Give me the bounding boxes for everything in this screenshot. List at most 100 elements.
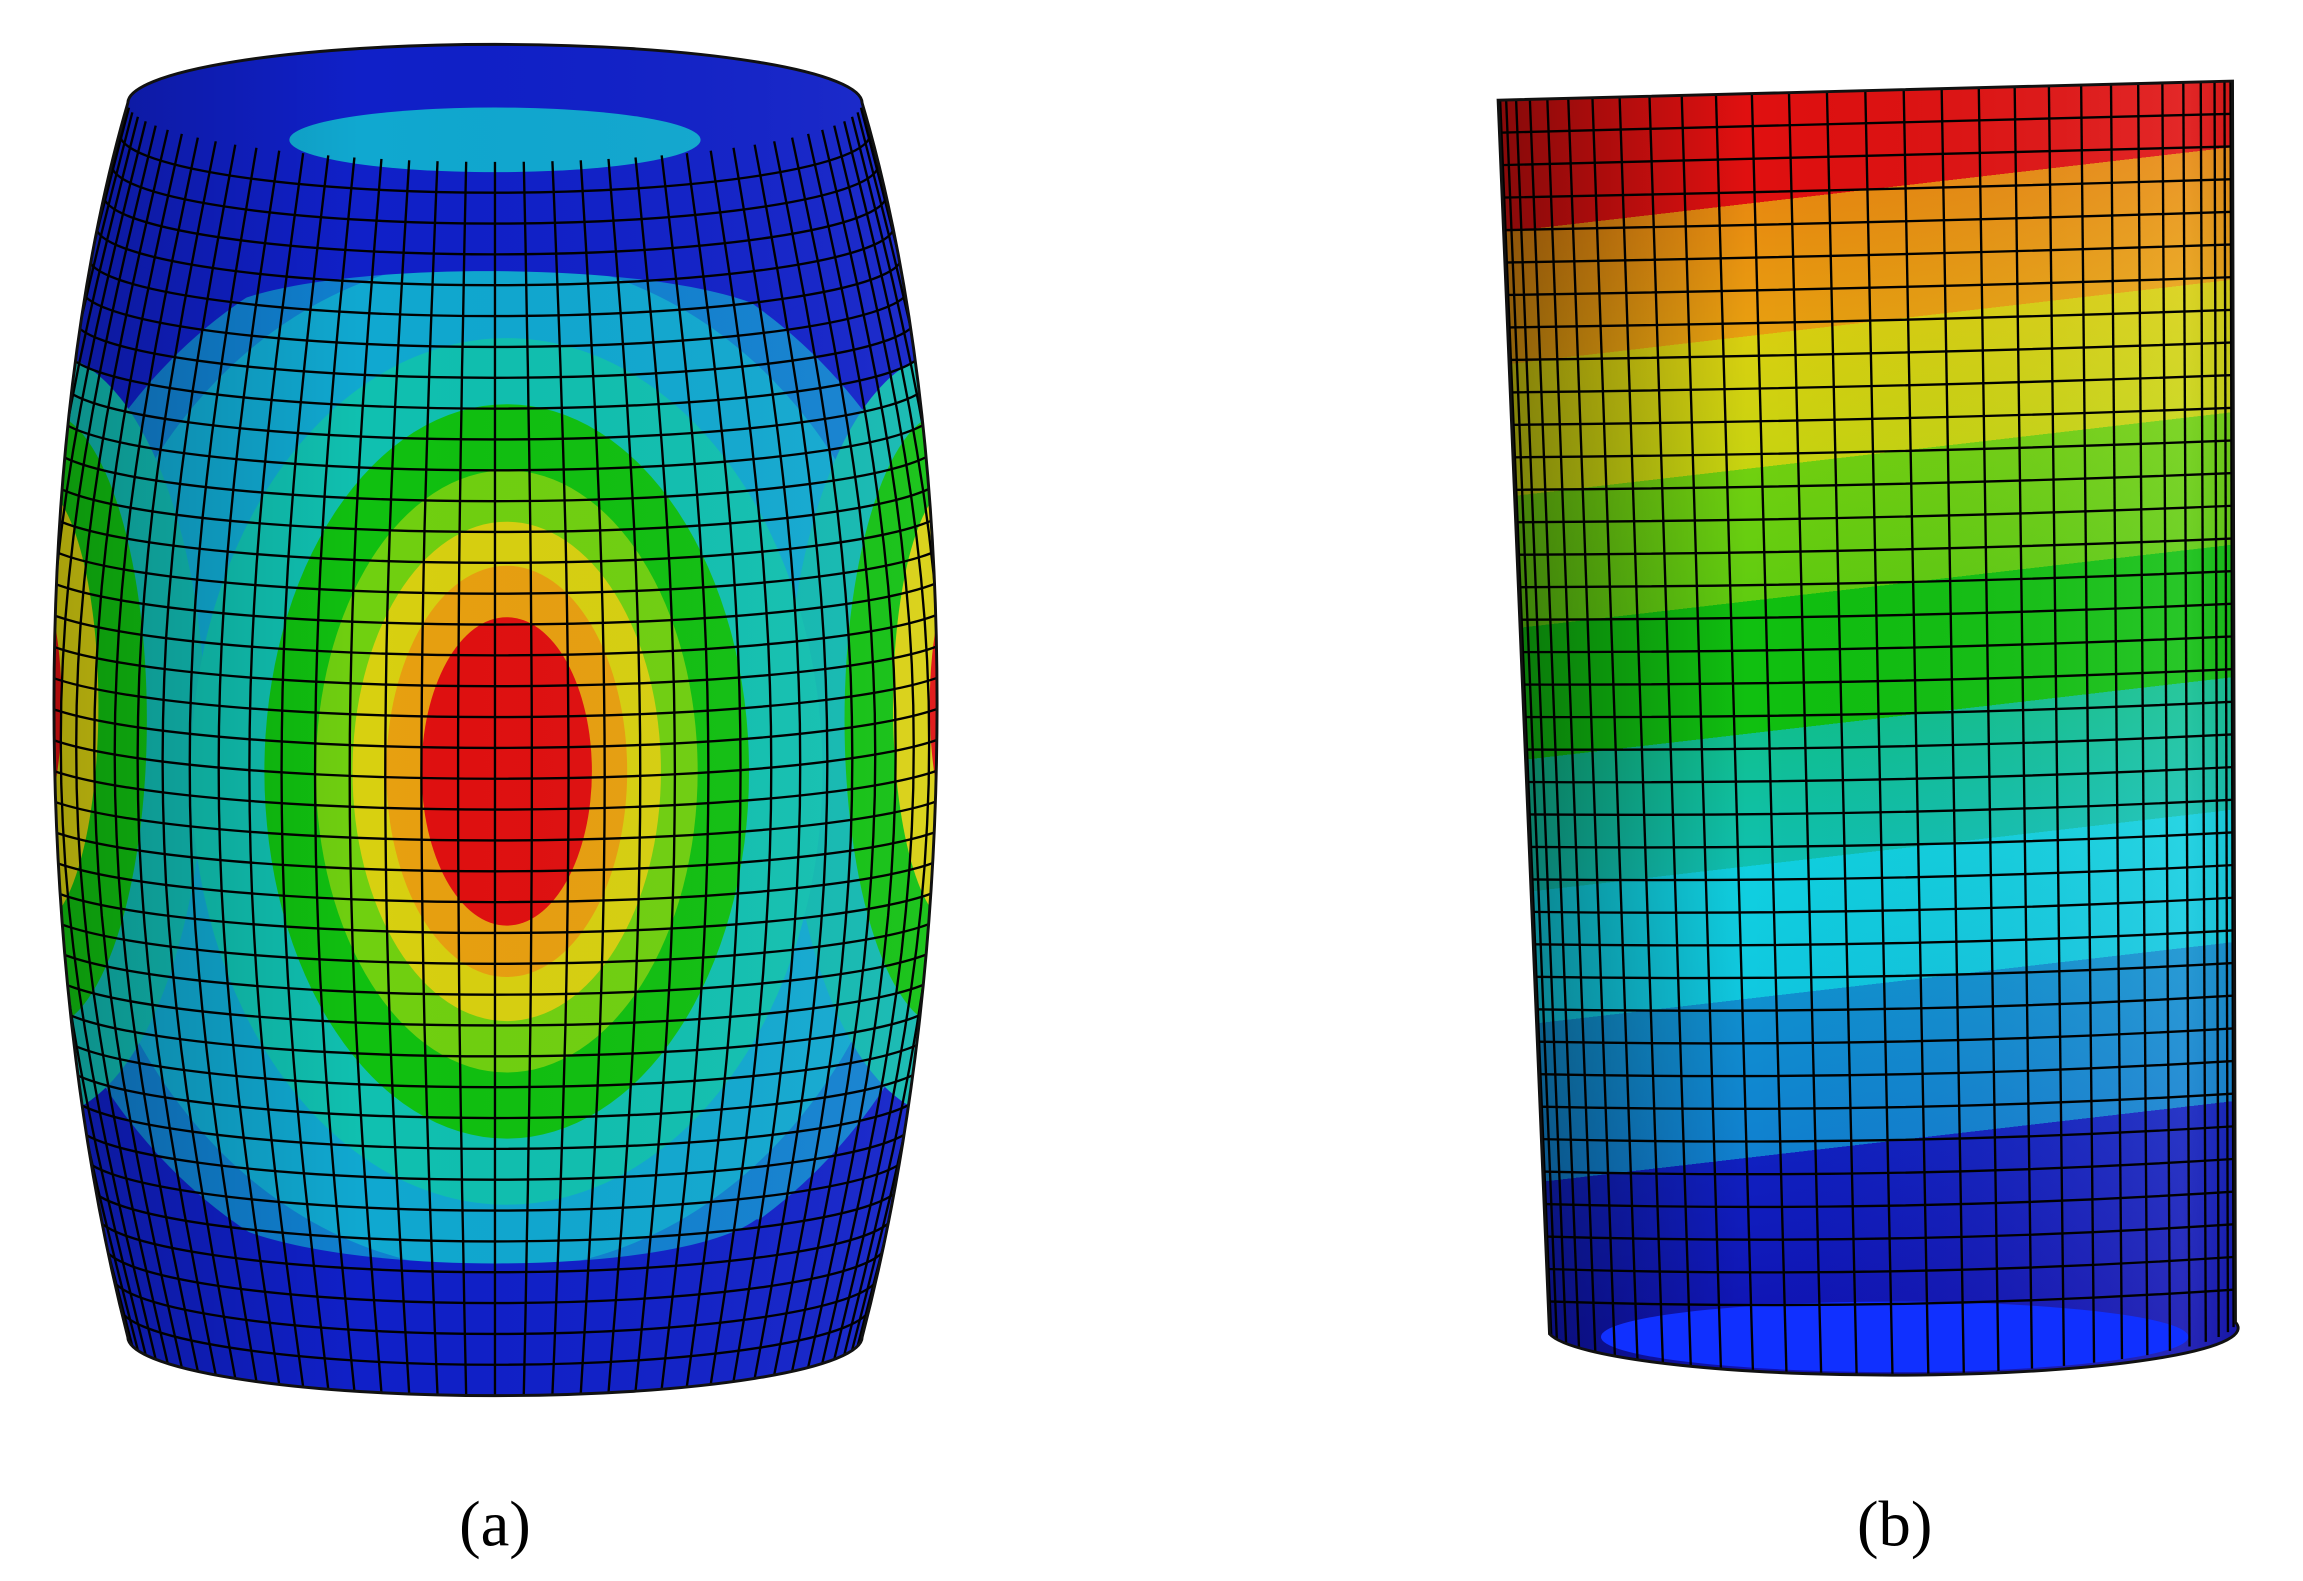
mesh-line bbox=[1537, 1027, 2236, 1045]
mesh-line bbox=[1511, 406, 2236, 427]
mesh-line bbox=[1514, 99, 1568, 1349]
mesh-line bbox=[1902, 89, 1930, 1375]
mesh-line bbox=[1510, 373, 2236, 394]
mesh-line bbox=[2182, 82, 2191, 1347]
mesh-line bbox=[113, 137, 199, 1372]
mesh-line bbox=[2213, 81, 2220, 1338]
mesh-line bbox=[53, 121, 147, 1356]
mesh-line bbox=[1531, 896, 2236, 914]
mesh-line bbox=[2079, 85, 2096, 1363]
mesh-line bbox=[280, 155, 330, 1390]
mesh-line bbox=[1618, 96, 1665, 1367]
mesh-line bbox=[2047, 85, 2066, 1366]
mesh-line bbox=[2229, 81, 2235, 1328]
mesh-line bbox=[833, 125, 931, 1360]
panel-label: (b) bbox=[1857, 1487, 1932, 1560]
mesh-line bbox=[579, 160, 606, 1395]
mesh-line bbox=[634, 157, 677, 1392]
mesh-line bbox=[188, 147, 258, 1382]
panel-a-plot bbox=[52, 42, 939, 1398]
mesh-line bbox=[161, 144, 237, 1379]
mesh-line bbox=[2199, 81, 2207, 1342]
mesh-line bbox=[1500, 145, 2236, 167]
mesh-line bbox=[384, 160, 411, 1395]
mesh-line bbox=[1530, 863, 2236, 882]
mesh-line bbox=[1527, 798, 2236, 817]
mesh-line bbox=[1544, 1190, 2236, 1209]
mesh-line bbox=[1977, 87, 2000, 1371]
mesh-line bbox=[1498, 100, 1553, 1339]
mesh-line bbox=[1526, 765, 2236, 784]
mesh-line bbox=[1750, 93, 1788, 1375]
mesh-line bbox=[1680, 95, 1723, 1372]
mesh-line bbox=[821, 129, 915, 1364]
mesh-line bbox=[660, 155, 710, 1390]
mesh-line bbox=[685, 153, 742, 1388]
mesh-line bbox=[1528, 99, 1581, 1353]
mesh-line bbox=[1546, 1255, 2236, 1274]
mesh-line bbox=[2223, 81, 2230, 1333]
mesh-line bbox=[1508, 341, 2236, 362]
mesh-line bbox=[790, 137, 877, 1372]
mesh-line bbox=[1507, 308, 2236, 329]
mesh-line bbox=[2013, 86, 2034, 1369]
mesh-line bbox=[1529, 831, 2236, 849]
mesh-line bbox=[1787, 92, 1823, 1376]
mesh-line bbox=[1514, 471, 2236, 491]
mesh-line bbox=[773, 141, 854, 1376]
mesh-line bbox=[1538, 1059, 2236, 1078]
mesh-line bbox=[551, 161, 570, 1395]
panel-b-plot bbox=[1496, 79, 2240, 1377]
mesh-line bbox=[1502, 177, 2236, 199]
mesh-line bbox=[248, 153, 305, 1388]
mesh-line bbox=[313, 157, 356, 1392]
mesh-line bbox=[1534, 961, 2236, 980]
mesh-line bbox=[1540, 1092, 2236, 1110]
mesh-line bbox=[1548, 1288, 2236, 1307]
mesh-line bbox=[348, 158, 383, 1393]
mesh-line bbox=[136, 141, 217, 1376]
mesh-line bbox=[1541, 1125, 2236, 1143]
mesh-line bbox=[217, 150, 281, 1385]
mesh-line bbox=[1864, 90, 1894, 1376]
mesh-line bbox=[1940, 88, 1965, 1373]
mesh-line bbox=[456, 161, 468, 1396]
mesh-line bbox=[1517, 537, 2236, 556]
mesh-line bbox=[732, 147, 802, 1382]
mesh-line bbox=[1522, 667, 2236, 686]
mesh-line bbox=[2137, 83, 2149, 1356]
mesh-line bbox=[1535, 994, 2236, 1012]
mesh-line bbox=[522, 161, 534, 1396]
mesh-line bbox=[75, 129, 169, 1364]
mesh-line bbox=[1504, 99, 1559, 1344]
mesh-line bbox=[1545, 1223, 2236, 1241]
mesh-line bbox=[1648, 96, 1693, 1370]
mesh-line bbox=[2109, 84, 2124, 1360]
panel-label: (a) bbox=[459, 1487, 531, 1560]
mesh-line bbox=[420, 161, 439, 1395]
mesh-line bbox=[1504, 243, 2236, 264]
mesh-line bbox=[1542, 1157, 2236, 1176]
mesh-line bbox=[2161, 82, 2172, 1351]
mesh-line bbox=[1521, 635, 2236, 654]
mesh-line bbox=[1567, 98, 1617, 1361]
mesh-line bbox=[843, 121, 938, 1356]
mesh-line bbox=[709, 150, 773, 1385]
mesh-line bbox=[1519, 602, 2236, 621]
mesh-line bbox=[1515, 504, 2236, 524]
mesh-line bbox=[607, 158, 642, 1393]
mesh-line bbox=[1523, 700, 2236, 719]
mesh-line bbox=[806, 133, 897, 1368]
mesh-line bbox=[1499, 112, 2236, 134]
mesh-line bbox=[59, 125, 157, 1360]
mesh-line bbox=[1525, 733, 2236, 751]
mesh-line bbox=[1825, 91, 1858, 1376]
mesh-line bbox=[1591, 97, 1639, 1364]
mesh-line bbox=[1503, 210, 2236, 232]
mesh-line bbox=[1518, 569, 2236, 589]
mesh-line bbox=[1533, 929, 2236, 947]
mesh-line bbox=[1506, 275, 2236, 297]
mesh-line bbox=[1714, 94, 1755, 1374]
mesh-line bbox=[93, 133, 183, 1368]
